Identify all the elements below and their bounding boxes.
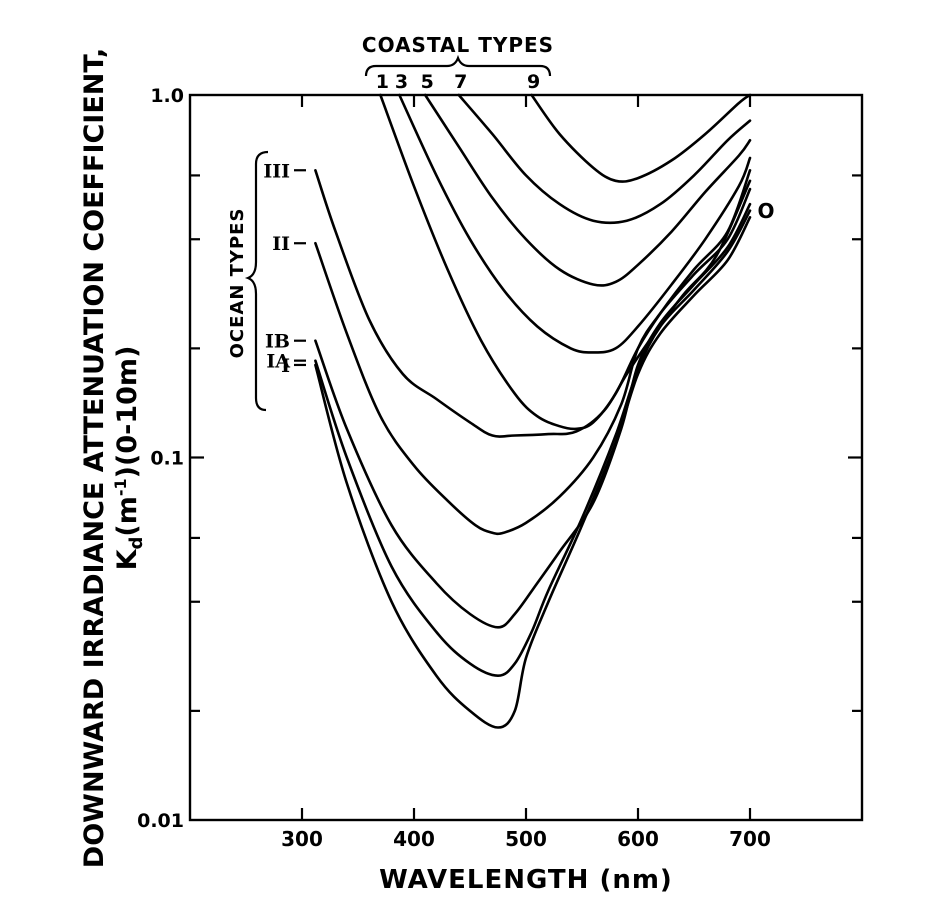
series-line-5 xyxy=(423,93,752,287)
series-label-1: 1 xyxy=(376,71,389,93)
x-tick-label: 400 xyxy=(393,827,435,851)
series-line-iii xyxy=(314,169,752,438)
series-line-9 xyxy=(530,93,752,183)
series-line-ii xyxy=(314,187,752,536)
y-tick-label: 0.01 xyxy=(137,810,184,832)
series-label-ii: II xyxy=(272,233,290,255)
series-line-3 xyxy=(398,93,752,354)
x-tick-label: 300 xyxy=(281,827,323,851)
y-axis-title-line1: DOWNWARD IRRADIANCE ATTENUATION COEFFICI… xyxy=(79,48,110,868)
y-tick-label: 0.1 xyxy=(150,448,184,470)
x-tick-label: 500 xyxy=(505,827,547,851)
series-line-i xyxy=(314,216,752,729)
series-line-ia xyxy=(314,209,752,677)
y-tick-label: 1.0 xyxy=(150,85,184,107)
end-marker-label: O xyxy=(757,199,774,223)
series-label-7: 7 xyxy=(454,71,467,93)
ocean-types-label: OCEAN TYPES xyxy=(227,208,248,359)
coastal-types-brace xyxy=(364,54,552,77)
series-label-ia: IA xyxy=(266,351,290,373)
ocean-types-brace xyxy=(244,150,269,412)
x-tick-label: 600 xyxy=(617,827,659,851)
series-label-5: 5 xyxy=(421,71,434,93)
series-label-ib: IB xyxy=(265,331,290,353)
data-series xyxy=(314,93,752,729)
series-label-i: I xyxy=(281,355,290,377)
series-label-3: 3 xyxy=(395,71,408,93)
x-tick-label: 700 xyxy=(729,827,771,851)
y-axis-title-line2: Kd(m-1)(0-10m) xyxy=(111,346,147,571)
x-axis-title: WAVELENGTH (nm) xyxy=(379,865,673,895)
series-line-1 xyxy=(379,93,752,431)
series-line-7 xyxy=(457,93,752,225)
axis-ticks: 300 400 500 600 700 1.0 0.1 0.01 xyxy=(137,85,862,851)
coastal-types-label: COASTAL TYPES xyxy=(362,33,554,57)
series-label-9: 9 xyxy=(527,71,540,93)
series-label-iii: III xyxy=(263,160,290,182)
